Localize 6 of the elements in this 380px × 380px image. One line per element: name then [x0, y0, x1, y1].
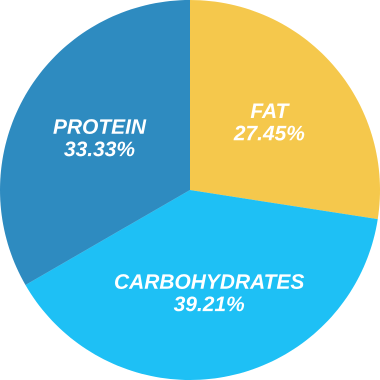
slice-label: FAT — [250, 104, 290, 118]
data-label: 39.21% — [174, 296, 244, 312]
slice-label: PROTEIN — [53, 119, 146, 134]
slice-label: CARBOHYDRATES — [115, 274, 304, 289]
data-label: 27.45% — [234, 126, 304, 140]
data-label: 33.33% — [64, 142, 134, 156]
